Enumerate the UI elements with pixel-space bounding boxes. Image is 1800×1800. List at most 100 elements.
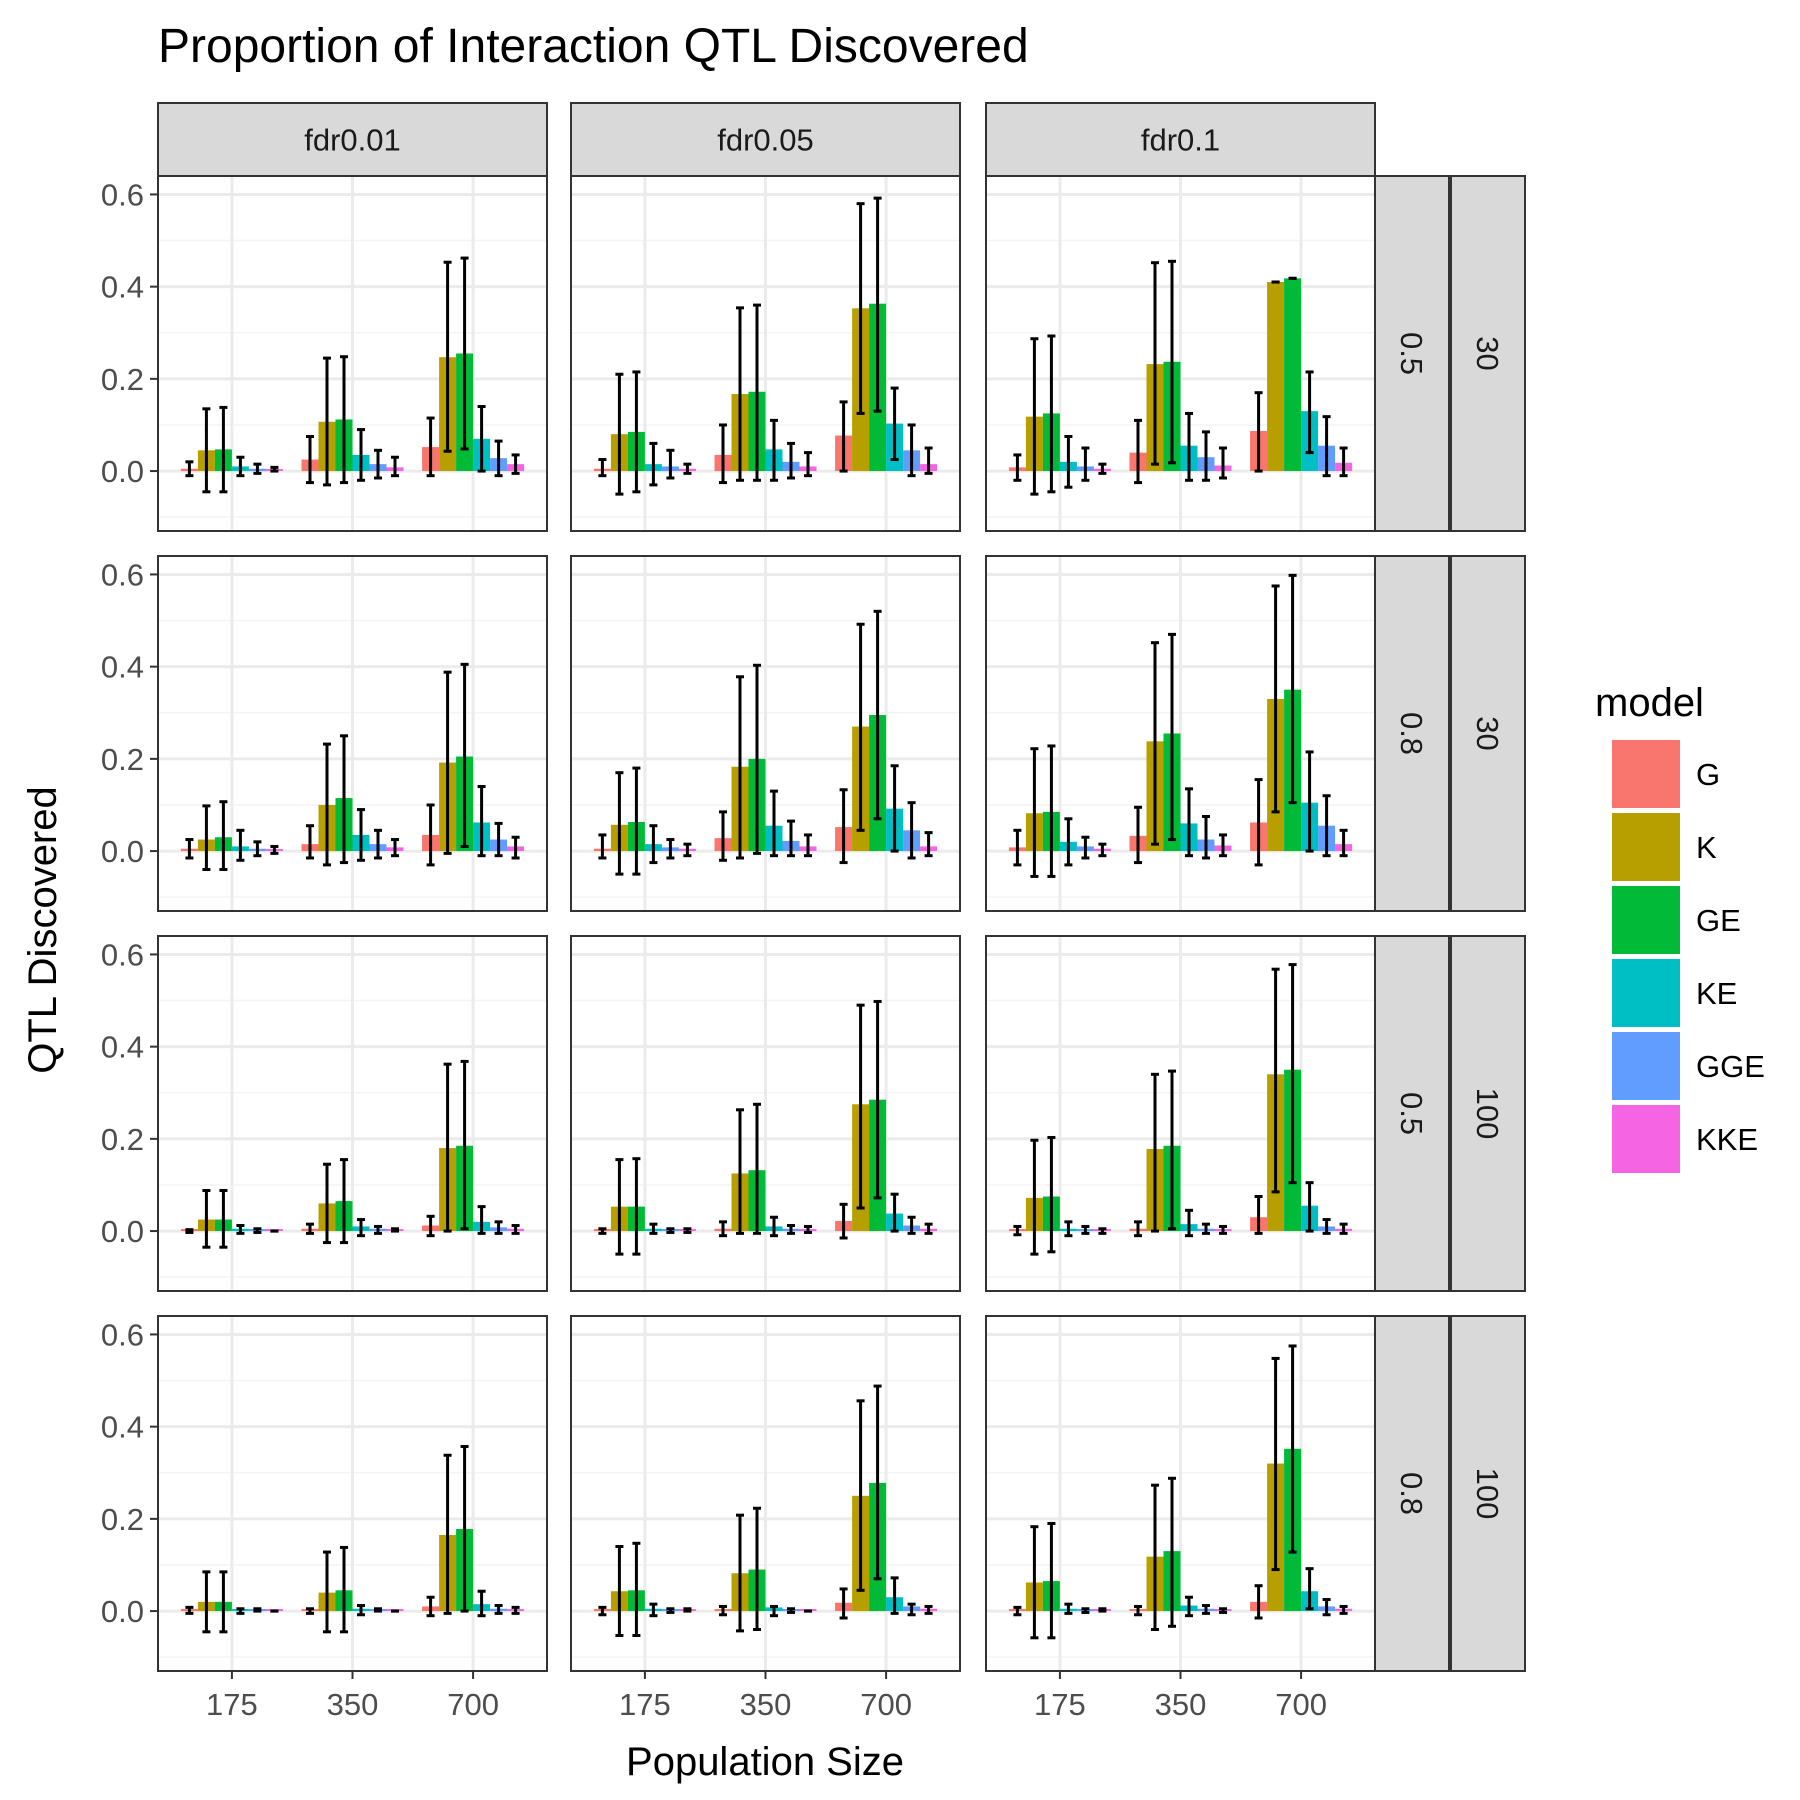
error-bar <box>1134 418 1142 485</box>
error-bar <box>615 1158 624 1256</box>
error-bar <box>253 840 262 858</box>
error-bar <box>839 1202 848 1240</box>
error-bar <box>1219 446 1227 480</box>
error-bar <box>924 446 933 475</box>
error-bar <box>1254 778 1263 867</box>
error-bar <box>683 462 692 475</box>
error-bar <box>357 1604 365 1617</box>
error-bar <box>1185 1208 1193 1238</box>
error-bar <box>1305 1181 1314 1233</box>
y-tick-label: 0.2 <box>101 1502 144 1537</box>
error-bar <box>219 800 228 872</box>
error-bar <box>323 356 331 487</box>
y-tick-label: 0.0 <box>101 1594 144 1629</box>
error-bar <box>615 771 624 876</box>
error-bar <box>1064 1220 1073 1238</box>
facet-strip-col <box>985 102 1376 177</box>
error-bar <box>1030 337 1039 496</box>
error-bar <box>460 1059 469 1231</box>
legend-label: KE <box>1696 976 1737 1011</box>
error-bar <box>924 831 933 858</box>
error-bar <box>1339 1604 1348 1615</box>
error-bar <box>770 789 778 858</box>
error-bar <box>890 386 899 462</box>
y-tick-label: 0.4 <box>101 1410 144 1445</box>
facet-strip-col <box>157 102 548 177</box>
error-bar <box>477 405 486 473</box>
error-bar <box>236 1607 245 1615</box>
error-bar <box>477 1589 486 1618</box>
error-bar <box>340 1158 348 1245</box>
error-bar <box>719 1604 727 1617</box>
error-bar <box>443 260 452 453</box>
error-bar <box>323 1162 331 1245</box>
y-tick-label: 0.6 <box>101 1317 144 1352</box>
error-bar <box>1339 446 1348 478</box>
error-bar <box>426 1214 435 1238</box>
error-bar <box>236 1224 245 1235</box>
error-bar <box>1271 967 1280 1194</box>
error-bar <box>1064 1602 1073 1615</box>
error-bar <box>856 202 865 415</box>
error-bar <box>391 1227 399 1233</box>
facet-strip-row-outer <box>1450 935 1526 1292</box>
legend-key-gge <box>1612 1032 1680 1100</box>
error-bar <box>494 821 503 858</box>
error-bar <box>839 400 848 473</box>
y-tick-label: 0.6 <box>101 177 144 212</box>
error-bar <box>374 828 382 860</box>
error-bar <box>615 372 624 496</box>
panel-border <box>157 555 548 912</box>
facet-panel <box>570 555 961 912</box>
panel-border <box>570 555 961 912</box>
facet-panel <box>570 935 961 1292</box>
error-bar <box>804 451 812 478</box>
error-bar <box>391 455 399 478</box>
error-bar <box>1185 411 1193 482</box>
error-bar <box>683 842 692 858</box>
error-bar <box>1134 805 1142 865</box>
error-bar <box>1305 750 1314 853</box>
error-bar <box>1047 1135 1056 1254</box>
error-bar <box>632 370 641 494</box>
legend-label: G <box>1696 757 1720 792</box>
facet-panel <box>157 1315 548 1672</box>
error-bar <box>598 1227 607 1235</box>
error-bar <box>907 801 916 860</box>
error-bar <box>185 1228 194 1234</box>
error-bar <box>632 766 641 876</box>
error-bar <box>511 835 520 860</box>
legend-key-ke <box>1612 959 1680 1027</box>
error-bar <box>1305 370 1314 455</box>
error-bar <box>839 788 848 865</box>
error-bar <box>340 734 348 865</box>
error-bar <box>357 428 365 482</box>
error-bar <box>202 407 211 494</box>
y-tick-label: 0.2 <box>101 1122 144 1157</box>
error-bar <box>787 1607 795 1614</box>
error-bar <box>1098 462 1107 475</box>
x-axis-title: Population Size <box>626 1740 904 1784</box>
facet-panel <box>157 555 548 912</box>
y-tick-label: 0.6 <box>101 937 144 972</box>
error-bar <box>856 1399 865 1592</box>
legend-key-kke <box>1612 1105 1680 1173</box>
error-bar <box>219 1570 228 1634</box>
error-bar <box>1013 453 1022 482</box>
error-bar <box>374 1224 382 1235</box>
facet-strip-row-outer-label: 30 <box>1470 336 1505 370</box>
error-bar <box>736 1513 744 1633</box>
error-bar <box>649 441 658 487</box>
x-tick-label: 175 <box>206 1687 258 1722</box>
error-bar <box>357 808 365 862</box>
facet-panel <box>985 555 1376 912</box>
error-bar <box>1030 1525 1039 1640</box>
error-bar <box>804 1224 812 1234</box>
error-bar <box>374 1607 382 1613</box>
facet-strip-row-inner <box>1374 175 1450 532</box>
error-bar <box>1271 1356 1280 1572</box>
error-bar <box>1047 334 1056 494</box>
y-axis-title: QTL Discovered <box>21 786 65 1074</box>
error-bar <box>1098 1227 1107 1235</box>
error-bar <box>1185 1595 1193 1618</box>
